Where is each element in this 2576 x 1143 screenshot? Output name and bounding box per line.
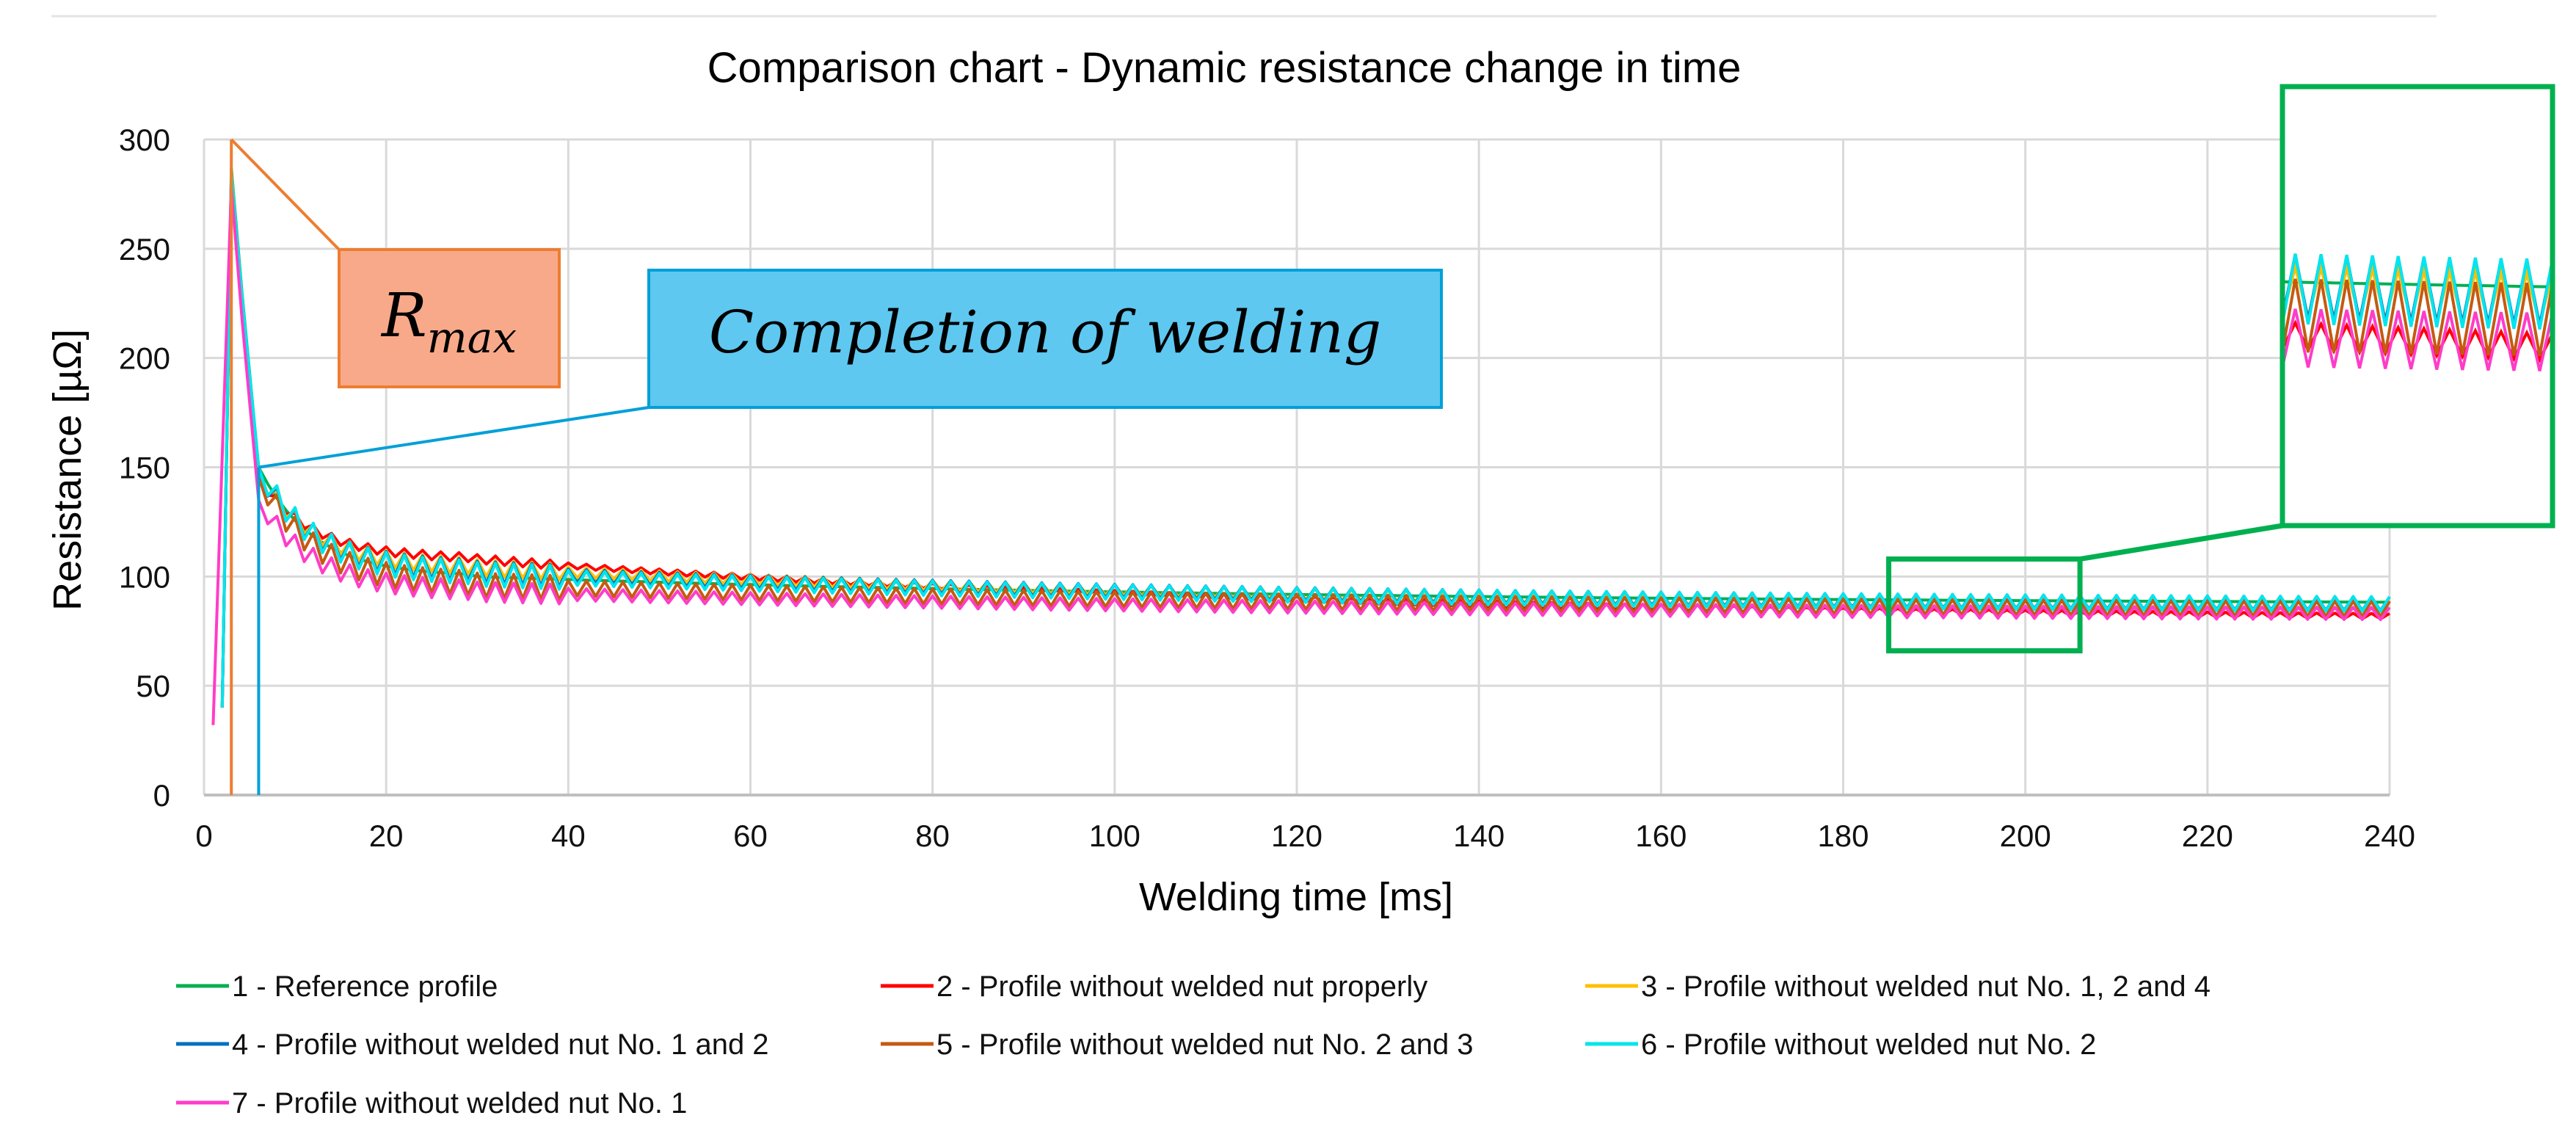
rmax-callout: Rmax <box>230 138 561 388</box>
tick-labels: 0 20 40 60 80 100 120 140 160 180 200 220 240 0 50 100 1… <box>119 123 2415 853</box>
y-tick-label: 0 <box>153 778 170 813</box>
y-tick-label: 50 <box>136 669 170 703</box>
legend-label-2: 2 - Profile without welded nut properly <box>936 970 1427 1003</box>
legend-label-5: 5 - Profile without welded nut No. 2 and… <box>936 1028 1474 1061</box>
x-tick-label: 100 <box>1089 819 1140 853</box>
series-layer <box>211 166 2391 725</box>
completion-label: Completion of welding <box>709 298 1381 366</box>
x-tick-label: 220 <box>2182 819 2233 853</box>
rmax-label: Rmax <box>380 281 517 363</box>
y-tick-label: 100 <box>119 559 170 594</box>
zoom-inset-series <box>2282 253 2553 371</box>
x-axis-label: Welding time [ms] <box>1139 875 1453 919</box>
y-axis-label: Resistance [µΩ] <box>46 329 90 611</box>
x-tick-label: 200 <box>2000 819 2051 853</box>
series-line-6 <box>220 173 2391 708</box>
series-line-7 <box>211 186 2391 725</box>
rmax-leader-line <box>230 138 341 251</box>
x-tick-label: 120 <box>1271 819 1322 853</box>
marker-layer <box>230 139 261 795</box>
y-tick-label: 300 <box>119 123 170 157</box>
x-tick-label: 80 <box>915 819 950 853</box>
x-tick-label: 140 <box>1453 819 1505 853</box>
y-tick-label: 200 <box>119 341 170 376</box>
series-line-5 <box>220 175 2391 708</box>
legend-label-4: 4 - Profile without welded nut No. 1 and… <box>232 1028 769 1061</box>
zoom-region-box <box>1886 556 2083 654</box>
x-tick-label: 180 <box>1817 819 1869 853</box>
inset-series-line-5 <box>2282 278 2553 357</box>
x-tick-label: 240 <box>2364 819 2415 853</box>
x-tick-label: 0 <box>195 819 212 853</box>
y-tick-label: 150 <box>119 451 170 485</box>
y-tick-label: 250 <box>119 232 170 266</box>
x-tick-label: 20 <box>369 819 404 853</box>
legend-label-1: 1 - Reference profile <box>232 970 498 1003</box>
zoom-connector <box>2079 523 2283 562</box>
legend-label-7: 7 - Profile without welded nut No. 1 <box>232 1087 687 1120</box>
completion-leader-line <box>258 406 650 469</box>
inset-series-line-6 <box>2282 253 2553 330</box>
inset-series-line-7 <box>2282 308 2553 371</box>
x-tick-label: 60 <box>733 819 768 853</box>
legend: 1 - Reference profile 2 - Profile without… <box>176 970 2211 1120</box>
x-tick-label: 40 <box>551 819 586 853</box>
rmax-box <box>338 248 561 388</box>
legend-label-3: 3 - Profile without welded nut No. 1, 2 … <box>1641 970 2211 1003</box>
zoom-inset-frame <box>2280 84 2555 529</box>
completion-box <box>647 269 1443 409</box>
completion-callout: Completion of welding <box>258 269 1443 469</box>
x-tick-label: 160 <box>1635 819 1687 853</box>
legend-label-6: 6 - Profile without welded nut No. 2 <box>1641 1028 2096 1061</box>
chart-title: Comparison chart - Dynamic resistance ch… <box>707 44 1742 92</box>
zoom-inset-background <box>2282 87 2553 526</box>
